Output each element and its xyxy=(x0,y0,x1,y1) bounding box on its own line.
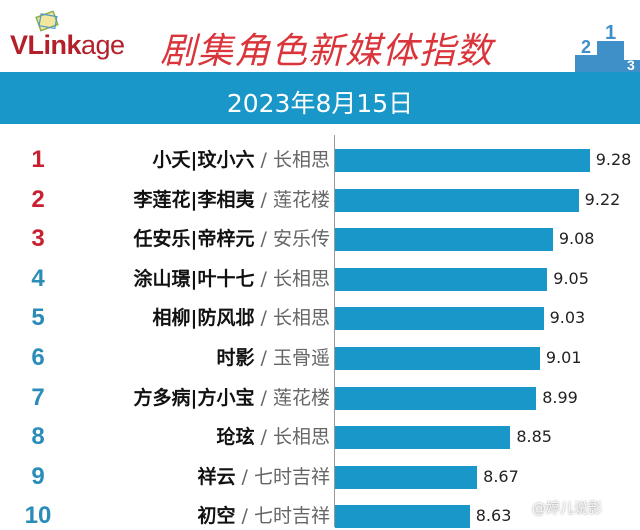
character-name: 时影 xyxy=(216,347,255,369)
header: VLinkage 剧集角色新媒体指数 2 1 3 xyxy=(0,0,640,72)
character-name: 涂山璟|叶十七 xyxy=(133,267,255,290)
date-label: 2023年8月15日 xyxy=(226,89,414,118)
svg-text:3: 3 xyxy=(627,57,635,72)
data-label: 8.99 xyxy=(542,387,578,407)
drama-name: 七时吉祥 xyxy=(253,505,330,528)
separator: / xyxy=(254,386,273,409)
data-label: 9.05 xyxy=(553,268,589,288)
rank-number: 7 xyxy=(31,383,45,411)
character-name: 相柳|防风邶 xyxy=(152,307,255,330)
chart-title: 剧集角色新媒体指数 xyxy=(160,31,494,72)
row-label: 李莲花|李相夷 / 莲花楼 xyxy=(134,188,330,212)
character-name: 初空 xyxy=(197,505,236,528)
rank-number: 3 xyxy=(31,225,45,253)
podium-icon: 2 1 3 xyxy=(575,22,640,72)
separator: / xyxy=(254,307,273,330)
row-label: 涂山璟|叶十七 / 长相思 xyxy=(134,267,330,291)
data-label: 9.03 xyxy=(549,308,586,328)
watermark: @婷儿说影 xyxy=(532,501,602,517)
row-label: 玱玹 / 长相思 xyxy=(216,425,330,449)
drama-name: 莲花楼 xyxy=(272,386,330,409)
row-label: 相柳|防风邶 / 长相思 xyxy=(153,306,330,330)
separator: / xyxy=(254,149,273,171)
bar xyxy=(335,347,540,370)
bar xyxy=(335,307,544,331)
separator: / xyxy=(254,267,273,290)
drama-name: 长相思 xyxy=(272,426,330,449)
rank-number: 4 xyxy=(31,264,45,292)
drama-name: 七时吉祥 xyxy=(253,465,330,488)
data-label: 8.85 xyxy=(516,427,552,447)
row-label: 方多病|方小宝 / 莲花楼 xyxy=(134,386,330,410)
bar xyxy=(335,228,553,252)
separator: / xyxy=(254,426,273,449)
character-name: 方多病|方小宝 xyxy=(133,386,255,409)
bar xyxy=(335,505,470,529)
character-name: 小夭|玟小六 xyxy=(152,149,255,171)
row-label: 时影 / 玉骨遥 xyxy=(216,346,330,370)
separator: / xyxy=(235,505,254,528)
svg-text:1: 1 xyxy=(605,22,616,44)
rank-number: 10 xyxy=(24,502,52,530)
rank-number: 9 xyxy=(31,462,45,490)
bar xyxy=(335,188,579,212)
data-label: 9.22 xyxy=(584,189,621,209)
drama-name: 安乐传 xyxy=(272,228,330,251)
character-name: 任安乐|帝梓元 xyxy=(133,228,255,251)
separator: / xyxy=(254,188,273,211)
data-label: 8.63 xyxy=(475,506,512,526)
rank-number: 1 xyxy=(31,146,45,173)
date-band xyxy=(0,72,640,124)
bar xyxy=(335,149,590,172)
rank-number: 8 xyxy=(31,423,45,451)
bar xyxy=(335,426,511,450)
logo-icon xyxy=(35,10,59,32)
svg-text:2: 2 xyxy=(581,37,591,57)
row-label: 小夭|玟小六 / 长相思 xyxy=(153,148,330,172)
vlinkage-logo: VLinkage xyxy=(10,30,125,60)
data-label: 9.01 xyxy=(545,348,582,367)
separator: / xyxy=(254,228,273,251)
bar-axis xyxy=(334,135,335,527)
row-label: 祥云 / 七时吉祥 xyxy=(197,465,330,489)
drama-name: 莲花楼 xyxy=(272,188,330,211)
bar xyxy=(335,465,478,489)
data-label: 9.28 xyxy=(595,150,632,169)
character-name: 祥云 xyxy=(197,465,236,488)
drama-name: 玉骨遥 xyxy=(272,347,330,369)
character-name: 玱玹 xyxy=(216,426,255,449)
separator: / xyxy=(235,465,254,488)
bar xyxy=(335,386,537,410)
data-label: 8.67 xyxy=(483,466,519,486)
rank-number: 2 xyxy=(31,185,45,213)
drama-name: 长相思 xyxy=(272,267,330,290)
rank-number: 6 xyxy=(31,344,45,371)
drama-name: 长相思 xyxy=(272,149,330,171)
bar xyxy=(335,267,548,291)
character-name: 李莲花|李相夷 xyxy=(133,188,255,211)
data-label: 9.08 xyxy=(558,229,595,249)
separator: / xyxy=(254,347,273,369)
drama-name: 长相思 xyxy=(272,307,330,330)
row-label: 初空 / 七时吉祥 xyxy=(197,504,330,528)
row-label: 任安乐|帝梓元 / 安乐传 xyxy=(134,227,330,251)
rank-number: 5 xyxy=(31,304,45,332)
